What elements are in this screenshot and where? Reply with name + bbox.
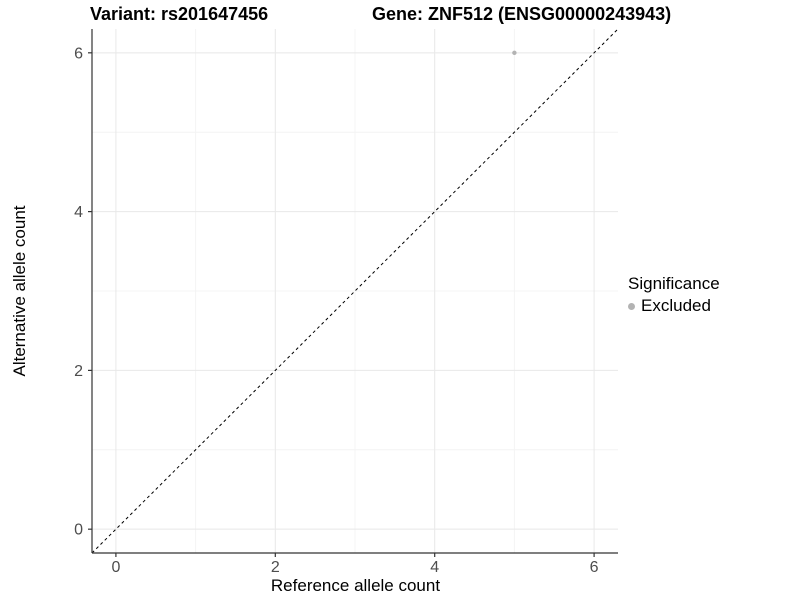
legend: Significance Excluded [628, 274, 720, 316]
x-axis-title: Reference allele count [270, 576, 441, 595]
plot-title-gene: Gene: ZNF512 (ENSG00000243943) [372, 4, 672, 24]
x-tick-label: 4 [430, 559, 439, 576]
plot-panel: 0 2 4 6 0 2 4 6 [74, 28, 619, 576]
x-tick-label: 0 [111, 559, 120, 576]
legend-entry-label: Excluded [641, 296, 711, 315]
data-point [512, 50, 517, 56]
legend-point-icon [628, 302, 635, 310]
y-tick-label: 2 [74, 363, 83, 380]
legend-title: Significance [628, 274, 720, 293]
legend-entry-excluded: Excluded [628, 296, 720, 316]
y-tick-label: 6 [74, 45, 83, 62]
x-tick-label: 2 [271, 559, 280, 576]
y-tick-label: 0 [74, 522, 83, 539]
x-tick-label: 6 [590, 559, 599, 576]
plot-title-variant: Variant: rs201647456 [90, 4, 269, 24]
identity-dashed-line [91, 28, 619, 554]
y-tick-label: 4 [74, 204, 83, 221]
y-axis-title: Alternative allele count [10, 205, 29, 377]
